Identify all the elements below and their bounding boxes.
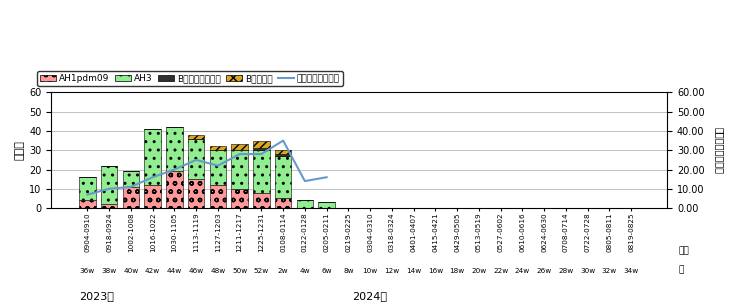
Bar [253, 148, 270, 150]
Bar [275, 150, 291, 154]
Bar [275, 156, 291, 199]
Bar [231, 150, 248, 189]
Bar [166, 171, 183, 208]
Bar [145, 185, 161, 208]
Text: 週: 週 [678, 265, 684, 275]
Bar [297, 200, 313, 208]
Bar [253, 193, 270, 208]
Bar [101, 204, 118, 208]
Y-axis label: 検出数: 検出数 [15, 140, 25, 160]
Bar [210, 185, 226, 208]
Text: 2023年: 2023年 [78, 292, 114, 302]
Bar [101, 166, 118, 204]
Bar [79, 177, 95, 200]
Bar [188, 139, 204, 179]
Text: 2024年: 2024年 [352, 292, 387, 302]
Bar [275, 154, 291, 156]
Bar [275, 199, 291, 208]
Bar [166, 127, 183, 171]
Bar [253, 150, 270, 193]
Bar [231, 144, 248, 150]
Y-axis label: 定点当たり報告数: 定点当たり報告数 [714, 127, 724, 174]
Bar [145, 129, 161, 185]
Bar [253, 140, 270, 148]
Bar [79, 200, 95, 208]
Bar [210, 150, 226, 185]
Bar [188, 179, 204, 208]
Bar [123, 171, 139, 187]
Bar [231, 189, 248, 208]
Bar [188, 135, 204, 139]
Text: 月日: 月日 [678, 246, 689, 255]
Legend: AH1pdm09, AH3, Bビクトリア系統, B山形系統, 定点当たり報告数: AH1pdm09, AH3, Bビクトリア系統, B山形系統, 定点当たり報告数 [37, 71, 343, 86]
Bar [319, 202, 335, 208]
Bar [123, 187, 139, 208]
Bar [210, 146, 226, 150]
